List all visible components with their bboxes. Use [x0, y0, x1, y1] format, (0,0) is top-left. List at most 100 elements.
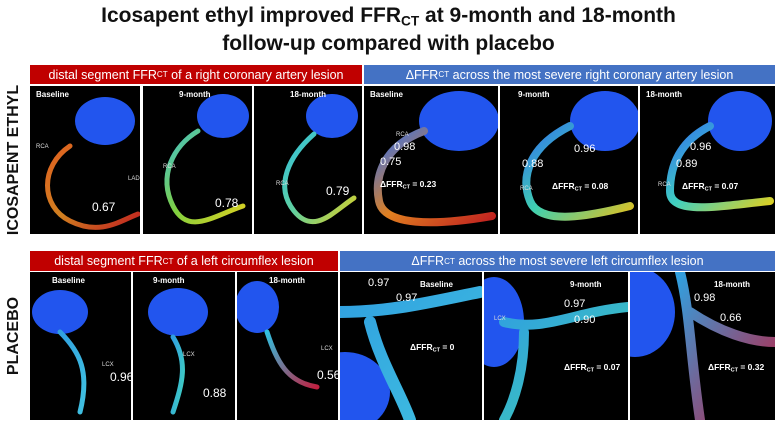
- text-part: ΔFFR: [564, 362, 587, 372]
- subscript: CT: [401, 13, 420, 29]
- image-panel: 9-month 0.96 0.88 RCA ΔFFRCT = 0.08: [500, 86, 638, 234]
- ffr-value: 0.97: [368, 277, 390, 289]
- panel-label: 18-month: [714, 280, 750, 289]
- delta-ffr: ΔFFRCT = 0.23: [380, 179, 436, 190]
- title-line: Icosapent ethyl improved FFRCT at 9-mont…: [0, 4, 777, 28]
- ffr-value: 0.96: [574, 143, 596, 155]
- vessel-render: [522, 91, 638, 221]
- vessel-render: [282, 94, 358, 225]
- ffr-value: 0.89: [676, 158, 698, 170]
- subscript: CT: [586, 367, 594, 374]
- vessel-label: RCA: [520, 186, 533, 192]
- panel-label: 9-month: [179, 90, 211, 99]
- text-part: of a left circumflex lesion: [173, 254, 314, 268]
- section-header: distal segment FFR CT of a left circumfle…: [30, 251, 338, 271]
- vessel-render: [630, 272, 775, 420]
- image-panel: 9-month 0.88 LCX: [133, 272, 235, 420]
- image-panel: 18-month 0.96 0.89 RCA ΔFFRCT = 0.07: [640, 86, 775, 234]
- image-panel: 18-month 0.79 RCA: [254, 86, 362, 234]
- vessel-label: LCX: [183, 352, 195, 358]
- ffr-value: 0.75: [380, 156, 402, 168]
- row-label: ICOSAPENT ETHYL: [5, 84, 22, 236]
- ffr-value: 0.88: [203, 386, 227, 400]
- text-part: Icosapent ethyl improved FFR: [101, 4, 402, 27]
- ffr-value: 0.96: [690, 141, 712, 153]
- ffr-value: 0.96: [110, 370, 131, 384]
- text-part: across the most severe right coronary ar…: [449, 67, 734, 82]
- title-line: follow-up compared with placebo: [222, 32, 555, 55]
- ffr-value: 0.67: [92, 200, 116, 214]
- ffr-value: 0.90: [574, 314, 596, 326]
- section-header: ΔFFR CT across the most severe right coro…: [364, 65, 775, 84]
- panel-label: 18-month: [269, 276, 305, 285]
- text-part: ΔFFR: [410, 342, 433, 352]
- vessel-label: LAD: [128, 176, 140, 182]
- ffr-value: 0.66: [720, 312, 742, 324]
- text-part: ΔFFR: [405, 67, 439, 82]
- ffr-value: 0.98: [694, 292, 716, 304]
- text-part: = 0.07: [594, 362, 621, 372]
- text-part: ΔFFR: [682, 181, 705, 191]
- ffr-value: 0.56: [317, 368, 338, 382]
- vessel-render: [32, 290, 88, 415]
- subscript: CT: [704, 186, 712, 193]
- vessel-render: [237, 281, 320, 390]
- panel-label: Baseline: [420, 280, 453, 289]
- section-header: distal segment FFR CT of a right coronary…: [30, 65, 362, 84]
- ffr-value: 0.79: [326, 184, 350, 198]
- vessel-render: [665, 91, 774, 212]
- subscript: CT: [432, 347, 440, 354]
- delta-ffr: ΔFFRCT = 0.07: [682, 181, 738, 192]
- delta-ffr: ΔFFRCT = 0: [410, 342, 454, 353]
- panel-label: Baseline: [52, 276, 85, 285]
- text-part: = 0.08: [582, 181, 609, 191]
- subscript: CT: [162, 256, 174, 266]
- text-part: of a right coronary artery lesion: [167, 67, 344, 82]
- image-panel: 18-month 0.56 LCX: [237, 272, 338, 420]
- panel-label: 9-month: [518, 90, 550, 99]
- delta-ffr: ΔFFRCT = 0.08: [552, 181, 608, 192]
- vessel-label: RCA: [276, 181, 289, 187]
- panel-label: 18-month: [290, 90, 326, 99]
- text-part: = 0.23: [410, 179, 437, 189]
- vessel-label: RCA: [36, 144, 49, 150]
- text-part: distal segment FFR: [48, 67, 157, 82]
- subscript: CT: [156, 70, 168, 79]
- text-part: at 9-month and 18-month: [419, 4, 676, 27]
- text-part: ΔFFR: [380, 179, 403, 189]
- text-part: ΔFFR: [708, 362, 731, 372]
- vessel-label: RCA: [163, 164, 176, 170]
- ffr-value: 0.98: [394, 141, 416, 153]
- text-part: = 0.07: [712, 181, 739, 191]
- row-label: PLACEBO: [5, 296, 22, 376]
- vessel-label: LCX: [321, 346, 333, 352]
- vessel-render: [164, 94, 249, 225]
- text-part: ΔFFR: [552, 181, 575, 191]
- ffr-value: 0.97: [396, 292, 418, 304]
- image-panel: 9-month 0.78 RCA: [143, 86, 252, 234]
- text-part: = 0.32: [738, 362, 765, 372]
- ffr-value: 0.88: [522, 158, 544, 170]
- image-panel: Baseline 0.98 0.75 RCA ΔFFRCT = 0.23: [364, 86, 498, 234]
- vessel-render: [484, 277, 628, 420]
- ffr-value: 0.78: [215, 196, 239, 210]
- image-panel: Baseline 0.97 0.97 ΔFFRCT = 0: [340, 272, 482, 420]
- text-part: = 0: [440, 342, 455, 352]
- vessel-label: LCX: [102, 362, 114, 368]
- subscript: CT: [574, 186, 582, 193]
- ffr-value: 0.97: [564, 298, 586, 310]
- text-part: ΔFFR: [411, 254, 445, 268]
- subscript: CT: [444, 256, 455, 266]
- subscript: CT: [730, 367, 738, 374]
- panel-label: 18-month: [646, 90, 682, 99]
- image-panel: 9-month 0.97 0.90 LCX ΔFFRCT = 0.07: [484, 272, 628, 420]
- vessel-label: RCA: [658, 182, 671, 188]
- subscript: CT: [438, 70, 450, 79]
- panel-label: Baseline: [370, 90, 403, 99]
- subscript: CT: [402, 184, 410, 191]
- image-panel: 18-month 0.98 0.66 ΔFFRCT = 0.32: [630, 272, 775, 420]
- vessel-label: RCA: [396, 132, 409, 138]
- delta-ffr: ΔFFRCT = 0.07: [564, 362, 620, 373]
- text-part: distal segment FFR: [54, 254, 163, 268]
- vessel-render: [340, 286, 482, 420]
